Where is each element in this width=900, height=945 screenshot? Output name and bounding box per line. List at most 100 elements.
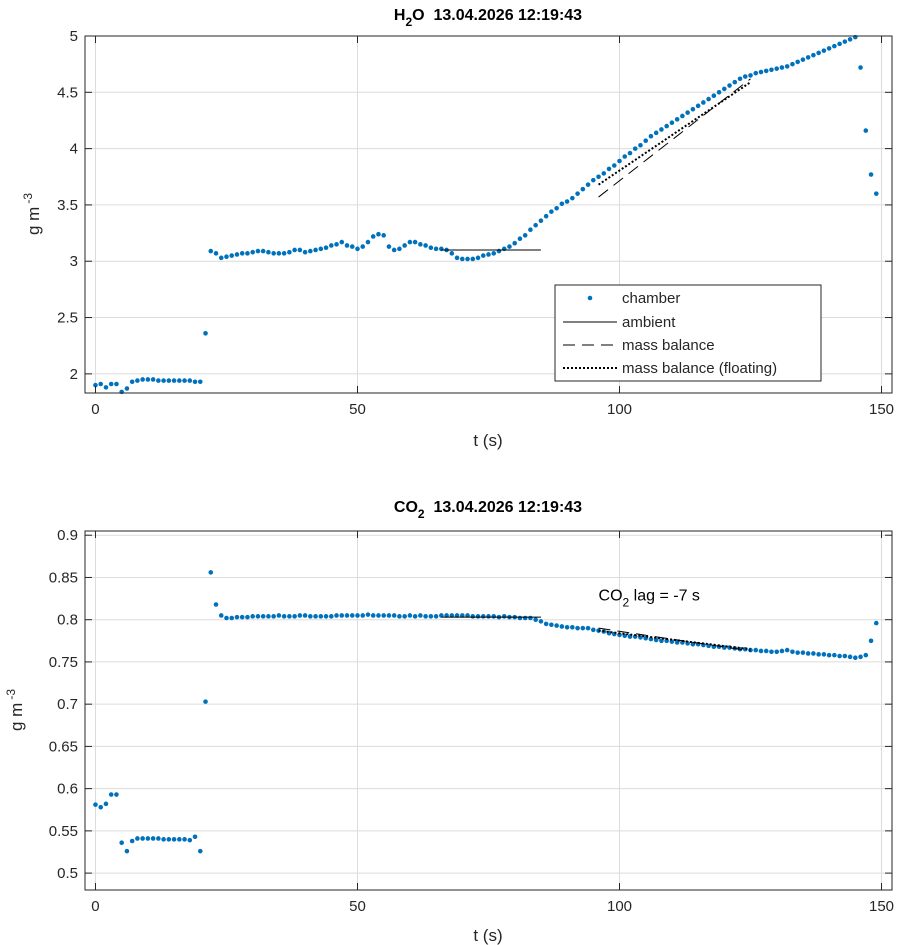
co2-chamber-point (239, 614, 245, 620)
h2o-chamber-point (868, 172, 874, 177)
h2o-chamber-point (622, 154, 628, 159)
co2-chamber-point (549, 622, 554, 628)
co2-chamber-point (229, 615, 235, 621)
h2o-chamber-point (433, 246, 439, 252)
h2o-chamber-point (145, 377, 151, 382)
h2o-chamber-point (690, 106, 696, 112)
co2-chamber-point (255, 614, 261, 619)
co2-chamber-point (308, 614, 313, 619)
co2-chamber-point (470, 614, 476, 619)
h2o-chamber-point (381, 233, 386, 238)
h2o-chamber-point (260, 248, 266, 254)
h2o-chamber-point (580, 186, 586, 192)
co2-chamber-point (763, 648, 769, 654)
co2-chamber-point (145, 836, 151, 841)
co2-chamber-point (570, 624, 575, 630)
h2o-chamber-point (156, 378, 161, 383)
co2-chamber-point (376, 613, 381, 618)
h2o-chamber-point (674, 117, 680, 122)
co2-chamber-point (166, 837, 172, 842)
co2-chamber-point (203, 699, 208, 704)
co2-chamber-point (805, 651, 811, 656)
co2-chamber-point (753, 647, 759, 653)
co2-gridlines (85, 531, 892, 890)
h2o-chamber-point (266, 249, 271, 255)
h2o-chamber-point (297, 247, 303, 253)
h2o-chamber-point (328, 243, 334, 248)
h2o-chamber-point (680, 113, 685, 119)
h2o-chamber-point (465, 256, 470, 262)
h2o-chamber-point (302, 249, 308, 255)
h2o-xtick-label: 100 (607, 401, 632, 418)
h2o-xlabel: t (s) (473, 431, 502, 450)
co2-chamber-point (302, 613, 308, 618)
h2o-chamber-point (108, 381, 114, 387)
h2o-chamber-point (412, 239, 418, 245)
h2o-axes: 0 50 100 150 2 2.5 3 3.5 4 4.5 5 H2O 13.04.2026 12… (21, 7, 894, 450)
co2-chamber-point (538, 619, 544, 624)
h2o-chamber-point (873, 191, 879, 196)
co2-chamber-point (381, 613, 386, 618)
h2o-chamber-point (570, 195, 575, 201)
co2-chamber-point (323, 614, 329, 619)
h2o-chamber-point (805, 55, 811, 60)
co2-chamber-point (171, 837, 177, 842)
h2o-chamber-point (769, 67, 774, 73)
h2o-chamber-point (748, 73, 753, 78)
co2-chamber-point (632, 634, 638, 639)
h2o-chamber-point (187, 378, 193, 383)
co2-chamber-point (653, 637, 659, 643)
h2o-axes-frame (84, 35, 893, 394)
co2-chamber-point (439, 613, 444, 618)
h2o-xtick-label: 150 (869, 401, 894, 418)
h2o-chamber-point (271, 251, 276, 256)
h2o-chamber-point (287, 249, 292, 255)
co2-chamber-point (208, 570, 214, 575)
h2o-chamber-point (418, 242, 423, 247)
h2o-chamber-point (685, 110, 690, 115)
legend-mass-balance-label: mass balance (622, 337, 715, 354)
co2-ylabel: g m-3 (4, 689, 26, 731)
h2o-chamber-point (349, 244, 355, 249)
co2-chamber-point (349, 613, 355, 618)
co2-chamber-point (224, 615, 229, 621)
co2-chamber-point (418, 613, 423, 618)
co2-chamber-point (449, 613, 455, 618)
h2o-chamber-point (239, 251, 245, 256)
h2o-ytick-label: 2.5 (57, 310, 78, 327)
co2-chamber-point (334, 613, 339, 618)
h2o-chamber-point (124, 386, 130, 391)
co2-chamber-point (197, 848, 203, 854)
co2-chamber-point (528, 615, 533, 621)
h2o-chamber-point (428, 245, 434, 251)
co2-chamber-point (465, 613, 470, 618)
h2o-chamber-point (549, 209, 554, 214)
h2o-chamber-point (617, 158, 622, 164)
co2-chamber-point (564, 624, 570, 630)
co2-chamber-point (192, 834, 198, 840)
co2-ytick-label: 0.9 (57, 527, 78, 544)
h2o-chamber-point (449, 251, 455, 256)
co2-chamber-point (218, 613, 224, 618)
co2-ytick-label: 0.7 (57, 696, 78, 713)
co2-chamber-point (774, 649, 780, 655)
h2o-xtick-label: 0 (91, 401, 99, 418)
h2o-chamber-point (627, 150, 633, 156)
h2o-chamber-point (774, 66, 780, 71)
h2o-chamber-point (135, 378, 140, 383)
co2-chamber-point (659, 638, 664, 644)
co2-chamber-point (276, 613, 282, 618)
h2o-chamber-point (742, 74, 748, 79)
h2o-chamber-point (161, 378, 166, 383)
h2o-chamber-point (648, 133, 654, 139)
h2o-xtick-label: 50 (349, 401, 366, 418)
h2o-chamber-point (281, 251, 287, 256)
h2o-ytick-label: 5 (70, 28, 78, 45)
co2-chamber-point (360, 613, 366, 618)
h2o-chamber-point (732, 79, 738, 85)
h2o-chamber-point (753, 70, 759, 76)
co2-chamber-point (407, 613, 413, 618)
co2-ticks: 0 50 100 150 0.5 0.55 0.6 0.65 0.7 0.75 0.8 0.85 0.9 (49, 527, 894, 915)
h2o-chamber-point (601, 171, 607, 176)
co2-chamber-point (124, 848, 130, 854)
